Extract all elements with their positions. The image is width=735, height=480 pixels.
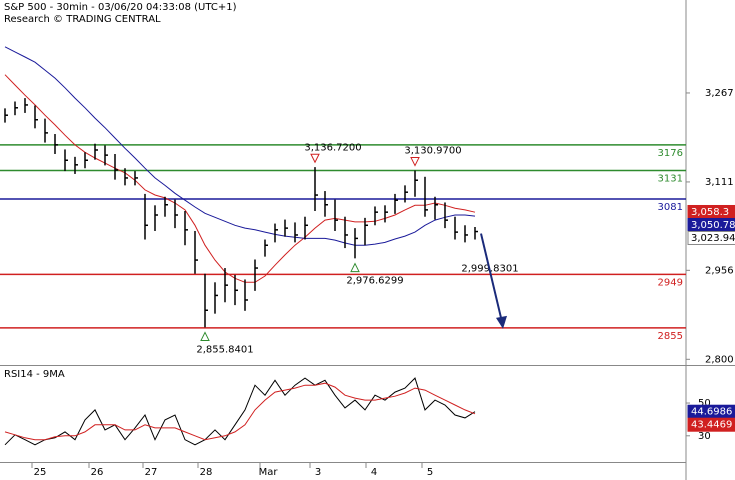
last-value-box <box>687 230 735 245</box>
level-label: 3131 <box>658 174 683 185</box>
last-value-label: 43.4469 <box>691 420 732 431</box>
level-label: 3176 <box>658 148 683 159</box>
x-tick-label: 27 <box>145 467 158 478</box>
y-tick-label: 2,800 <box>705 354 734 365</box>
level-label: 2855 <box>658 331 683 342</box>
x-tick-label: 26 <box>91 467 104 478</box>
last-value-box <box>687 417 735 432</box>
level-label: 2949 <box>658 277 683 288</box>
level-label: 3081 <box>658 202 683 213</box>
rsi-title: RSI14 - 9MA <box>4 369 65 380</box>
moving-average <box>4 46 476 246</box>
x-tick-label: Mar <box>259 467 279 478</box>
y-tick-label: 30 <box>698 431 711 442</box>
rsi-line <box>4 377 476 446</box>
last-value-label: 3,023.94 <box>691 233 735 244</box>
last-value-label: 44.6986 <box>691 407 732 418</box>
chart-title: S&P 500 - 30min - 03/06/20 04:33:08 (UTC… <box>4 2 237 13</box>
peak-marker <box>310 153 320 164</box>
x-tick-label: 5 <box>427 467 433 478</box>
y-tick-label: 2,956 <box>705 265 734 276</box>
forecast-arrow <box>480 233 503 323</box>
x-tick-label: 4 <box>371 467 377 478</box>
trough-marker <box>200 331 210 341</box>
x-tick-label: 25 <box>34 467 47 478</box>
x-tick-label: 3 <box>315 467 321 478</box>
rsi-line <box>4 382 476 441</box>
y-tick-label: 50 <box>698 398 711 409</box>
trough-label: 2,855.8401 <box>196 344 253 355</box>
peak-label: 3,130.9700 <box>404 146 461 157</box>
forecast-arrowhead <box>496 315 507 329</box>
chart-subtitle: Research © TRADING CENTRAL <box>4 14 161 25</box>
trough-label: 2,976.6299 <box>346 276 403 287</box>
x-tick-label: 28 <box>200 467 213 478</box>
moving-average <box>4 74 476 283</box>
peak-marker <box>410 157 420 167</box>
last-value-label: 3,050.78 <box>691 220 735 231</box>
y-tick-label: 3,267 <box>705 88 734 99</box>
peak-label: 3,136.7200 <box>304 142 361 153</box>
trough-marker <box>350 262 360 273</box>
y-tick-label: 3,111 <box>705 177 734 188</box>
last-value-label: 3,058.3 <box>691 207 729 218</box>
